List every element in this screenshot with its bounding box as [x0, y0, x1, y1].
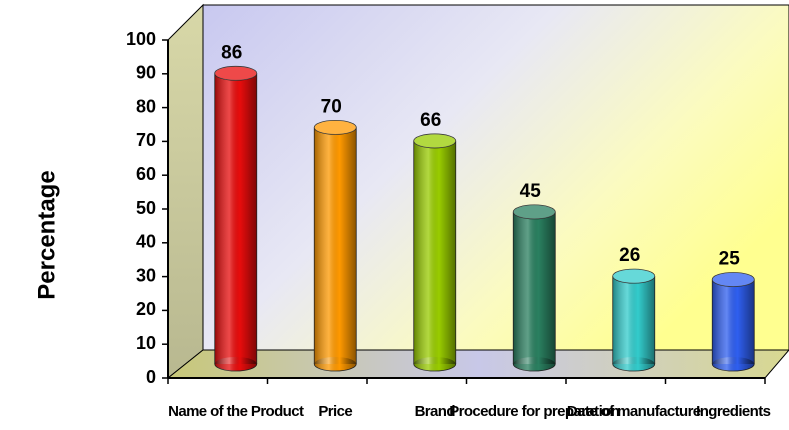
bar-shade — [712, 279, 755, 364]
bar-shade — [413, 140, 456, 364]
bar-group — [313, 120, 357, 372]
bar-top — [711, 272, 755, 287]
y-axis-title: Percentage — [33, 170, 60, 299]
y-tick-label: 0 — [146, 367, 156, 387]
bar-shade — [612, 276, 655, 364]
bar-top-light — [214, 66, 257, 81]
bar-group — [711, 272, 755, 372]
bar-top-light — [314, 120, 357, 135]
x-tick-label: Brand — [415, 403, 456, 420]
bar-top — [612, 268, 656, 284]
y-tick-label: 40 — [136, 232, 156, 252]
x-tick-label: Ingredients — [696, 403, 771, 420]
x-tick-label: Procedure for preparation — [449, 403, 619, 420]
value-label: 70 — [321, 96, 342, 117]
y-tick-label: 100 — [126, 29, 156, 49]
y-tick-label: 60 — [136, 164, 156, 184]
bar-shade — [513, 211, 556, 364]
bar-base-shade — [612, 357, 655, 371]
bar-shade — [214, 73, 257, 364]
bar-base-shade — [314, 357, 357, 371]
bar-base-shade — [413, 357, 456, 371]
bar-top-light — [513, 204, 556, 219]
bar-top — [214, 65, 258, 81]
back-wall — [202, 4, 789, 351]
y-tick-label: 80 — [136, 96, 156, 116]
x-tick-label: Name of the Product — [168, 403, 304, 420]
y-tick-label: 20 — [136, 299, 156, 319]
bar-top — [413, 133, 457, 149]
value-label: 45 — [520, 181, 542, 202]
bar-top-light — [612, 269, 655, 284]
bar-base-shade — [712, 357, 755, 371]
x-tick-label: Price — [318, 403, 352, 420]
bar-shade — [314, 127, 357, 365]
floor — [166, 349, 789, 379]
value-label: 25 — [719, 249, 741, 270]
y-tick-label: 30 — [136, 265, 156, 285]
bar-base-shade — [513, 357, 556, 371]
value-label: 26 — [619, 245, 640, 266]
y-tick-label: 50 — [136, 198, 156, 218]
y-tick-label: 10 — [136, 333, 156, 353]
bar-base-shade — [214, 357, 257, 371]
bar-group — [214, 65, 258, 372]
side-wall — [167, 3, 204, 380]
y-tick-label: 70 — [136, 130, 156, 150]
bar-group — [413, 133, 457, 372]
y-tick-label: 90 — [136, 63, 156, 83]
value-label: 66 — [420, 110, 441, 131]
bar-top — [512, 204, 556, 220]
bar-top-light — [413, 133, 456, 148]
value-label: 86 — [221, 42, 242, 63]
bar-top-light — [712, 272, 755, 287]
bar-group — [612, 268, 656, 372]
bar-group — [512, 204, 556, 372]
x-tick-label: Date of manufacture — [567, 403, 701, 420]
bar-top — [313, 120, 357, 135]
